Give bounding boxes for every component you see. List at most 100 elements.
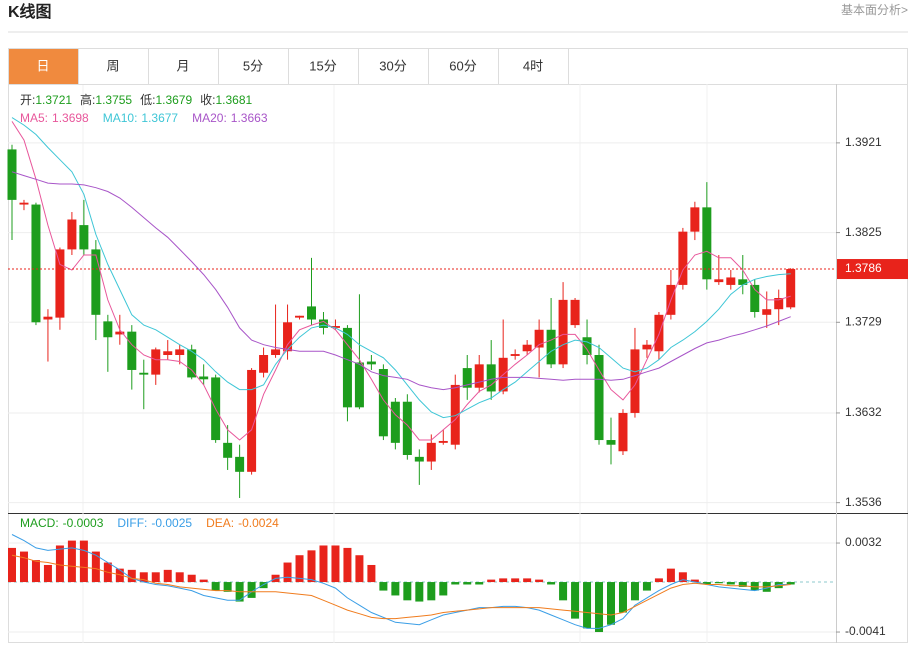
tab-label[interactable]: 15分	[309, 58, 336, 73]
macd-bar	[79, 540, 88, 583]
tab[interactable]	[428, 48, 499, 85]
y-tick-label: 0.0032	[845, 535, 882, 549]
tab-label[interactable]: 周	[106, 58, 119, 73]
ohlc-value: 1.3755	[95, 93, 132, 107]
macd-bar	[654, 578, 663, 583]
tab[interactable]	[78, 48, 149, 85]
macd-bar	[618, 582, 627, 613]
macd-bar	[199, 579, 208, 583]
candle-body	[354, 362, 364, 408]
macd-bar	[283, 562, 292, 583]
ma-legend-name: MA5:	[20, 111, 48, 125]
fundamental-link[interactable]: 基本面分析>	[841, 3, 908, 17]
candle-body	[235, 456, 245, 472]
macd-bar	[295, 555, 304, 583]
candle-body	[726, 277, 736, 285]
tab[interactable]	[8, 48, 79, 85]
macd-bar	[19, 551, 28, 583]
candle-body	[450, 384, 460, 445]
candle-body	[19, 202, 29, 205]
candle-body	[702, 207, 712, 280]
page-title: K线图	[8, 2, 52, 21]
y-tick-label: 1.3921	[845, 135, 882, 149]
macd-bar	[115, 568, 124, 583]
macd-bar	[175, 572, 184, 583]
candle-body	[522, 344, 532, 352]
candle-body	[594, 355, 604, 441]
macd-bar	[55, 545, 64, 583]
candle-body	[115, 331, 125, 335]
candle-body	[618, 412, 628, 452]
macd-bar	[127, 569, 136, 583]
candle-body	[247, 369, 257, 472]
y-tick-label: 1.3729	[845, 314, 882, 328]
tab-label[interactable]: 4时	[523, 58, 543, 73]
candle-body	[127, 331, 137, 370]
macd-bar	[714, 582, 723, 584]
candle-body	[762, 309, 772, 315]
macd-bar	[343, 547, 352, 583]
candle-body	[438, 440, 448, 443]
macd-bar	[511, 578, 520, 583]
macd-bar	[774, 582, 783, 589]
tab-label[interactable]: 日	[36, 58, 49, 73]
candle-body	[259, 355, 269, 373]
ma-legend-value: 1.3698	[52, 111, 89, 125]
tab-label[interactable]: 5分	[243, 58, 263, 73]
candle-body	[582, 337, 592, 356]
candle-body	[534, 329, 544, 348]
macd-bar	[151, 572, 160, 583]
candle-body	[79, 225, 89, 250]
ma-line	[11, 171, 791, 391]
macd-bar	[427, 582, 436, 601]
macd-bar	[8, 547, 16, 583]
macd-bar	[379, 582, 388, 591]
macd-bar	[31, 560, 40, 583]
candle-body	[318, 319, 328, 328]
chart-frame	[8, 48, 908, 643]
macd-bar	[738, 582, 747, 587]
macd-bar	[223, 582, 232, 592]
tab[interactable]	[498, 48, 569, 85]
candle-body	[546, 329, 556, 365]
macd-bar	[331, 545, 340, 583]
macd-line	[11, 554, 791, 620]
ohlc-value: 1.3679	[155, 93, 192, 107]
macd-bar	[43, 564, 52, 583]
tab-label[interactable]: 60分	[449, 58, 476, 73]
macd-bar	[499, 578, 508, 583]
macd-bar	[319, 545, 328, 583]
macd-bar	[750, 582, 759, 591]
ohlc-label: 低:	[140, 93, 155, 107]
y-tick-label: 1.3536	[845, 495, 882, 509]
candle-body	[43, 316, 53, 320]
macd-line	[11, 534, 791, 629]
macd-bar	[355, 555, 364, 583]
candle-body	[690, 207, 700, 232]
tab[interactable]	[358, 48, 429, 85]
macd-bar	[391, 582, 400, 596]
candle-body	[462, 368, 472, 388]
macd-bar	[678, 572, 687, 583]
tab-label[interactable]: 30分	[379, 58, 406, 73]
candle-body	[378, 369, 388, 437]
candle-body	[271, 349, 281, 356]
macd-bar	[67, 540, 76, 583]
macd-bar	[786, 582, 795, 585]
tab-label[interactable]: 月	[176, 58, 189, 73]
macd-bar	[571, 582, 580, 619]
last-price-box	[837, 259, 908, 280]
macd-bar	[247, 582, 256, 598]
candle-body	[7, 149, 17, 200]
macd-bar	[187, 574, 196, 583]
candle-body	[774, 298, 784, 310]
macd-bar	[523, 578, 532, 583]
candle-body	[486, 364, 496, 392]
macd-bar	[367, 564, 376, 583]
candle-body	[31, 204, 41, 323]
ohlc-value: 1.3681	[215, 93, 252, 107]
candle-body	[55, 249, 65, 318]
macd-legend-name: DEA:	[206, 516, 234, 530]
